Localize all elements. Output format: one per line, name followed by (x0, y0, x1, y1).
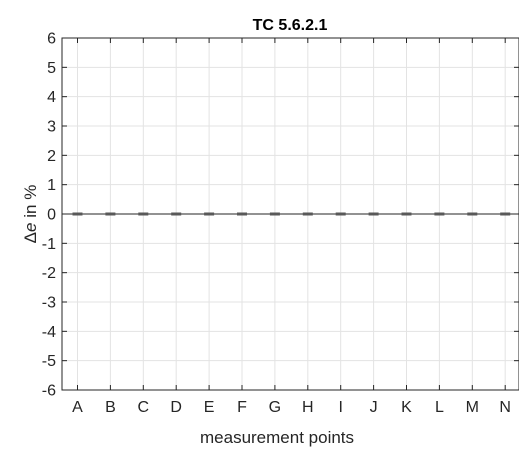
bar (269, 212, 280, 216)
bar (138, 212, 149, 216)
bar (105, 212, 116, 216)
x-axis-label: measurement points (200, 428, 354, 447)
bar (171, 212, 182, 216)
y-axis-label-unit: in % (21, 185, 40, 223)
y-axis-label-variable: e (21, 222, 40, 231)
y-tick-label: -4 (42, 324, 56, 341)
y-tick-label: 3 (47, 119, 56, 136)
y-tick-label: -6 (42, 383, 56, 400)
bar (72, 212, 83, 216)
x-tick-label: B (105, 399, 116, 416)
x-tick-labels: A B C D E F G H I J K L M N (72, 399, 511, 416)
y-tick-label: -2 (42, 265, 56, 282)
x-tick-label: F (237, 399, 247, 416)
x-tick-label: J (370, 399, 378, 416)
y-tick-label: 6 (47, 31, 56, 48)
y-tick-label: 4 (47, 89, 56, 106)
y-tick-label: 2 (47, 148, 56, 165)
bar (237, 212, 247, 216)
bar (500, 212, 511, 216)
x-tick-label: G (269, 399, 281, 416)
y-tick-label: -5 (42, 353, 56, 370)
x-tick-label: I (338, 399, 342, 416)
y-tick-labels: 6 5 4 3 2 1 0 -1 -2 -3 -4 -5 -6 (42, 31, 56, 400)
x-tick-label: C (138, 399, 150, 416)
y-axis-label: Δe in % (21, 185, 40, 244)
x-tick-label: D (170, 399, 182, 416)
x-tick-label: H (302, 399, 314, 416)
y-axis-label-symbol: Δ (21, 232, 40, 243)
bar (368, 212, 379, 216)
y-tick-label: 5 (47, 60, 56, 77)
y-tick-label: 0 (47, 207, 56, 224)
bar (302, 212, 313, 216)
bar (434, 212, 445, 216)
x-tick-label: L (435, 399, 444, 416)
bar (401, 212, 412, 216)
bar (335, 212, 346, 216)
bar (204, 212, 215, 216)
bars (72, 212, 511, 216)
y-tick-label: -3 (42, 295, 56, 312)
x-tick-label: N (499, 399, 511, 416)
y-tick-label: 1 (47, 177, 56, 194)
tick-marks (62, 37, 519, 391)
y-tick-label: -1 (42, 236, 56, 253)
bar (467, 212, 478, 216)
x-tick-label: M (466, 399, 479, 416)
x-tick-label: E (204, 399, 215, 416)
chart-title: TC 5.6.2.1 (253, 17, 328, 34)
x-tick-label: A (72, 399, 83, 416)
x-tick-label: K (401, 399, 412, 416)
